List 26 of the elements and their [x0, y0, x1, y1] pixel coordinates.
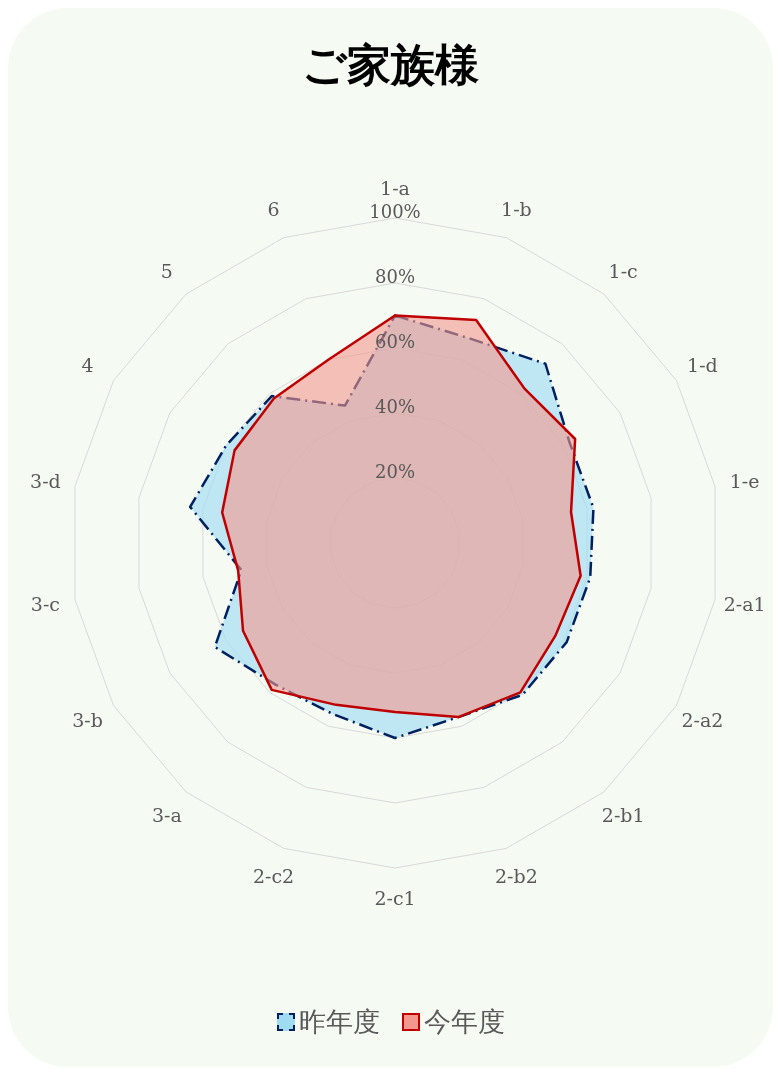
spoke-label: 2-b2 — [495, 865, 538, 888]
spoke-label: 1-b — [501, 198, 532, 221]
y-tick-label: 60% — [374, 331, 416, 352]
y-tick-label: 100% — [369, 201, 421, 222]
y-tick-label: 80% — [374, 266, 416, 287]
spoke-label: 2-b1 — [601, 803, 645, 826]
spoke-label: 1-e — [729, 470, 760, 492]
spoke-label: 2-a2 — [681, 709, 724, 732]
spoke-label: 1-d — [687, 354, 718, 377]
spoke-label: 2-c2 — [252, 865, 295, 888]
spoke-label: 1-a — [380, 176, 410, 199]
spoke-label: 3-d — [30, 470, 61, 492]
legend-label: 今年度 — [422, 1005, 505, 1039]
spoke-label: 2-c1 — [374, 886, 416, 909]
chart-title: ご家族様 — [301, 38, 480, 92]
spoke-label: 2-a1 — [723, 593, 766, 616]
spoke-label: 1-c — [608, 259, 638, 282]
spoke-label: 3-a — [151, 803, 182, 826]
spoke-label: 3-c — [30, 593, 60, 616]
spoke-label: 5 — [160, 259, 173, 282]
legend-label: 昨年度 — [297, 1005, 380, 1039]
spoke-label: 6 — [267, 198, 280, 221]
y-tick-label: 20% — [374, 461, 416, 482]
y-tick-label: 40% — [374, 396, 416, 417]
spoke-label: 4 — [81, 354, 94, 377]
spoke-label: 3-b — [72, 709, 103, 732]
